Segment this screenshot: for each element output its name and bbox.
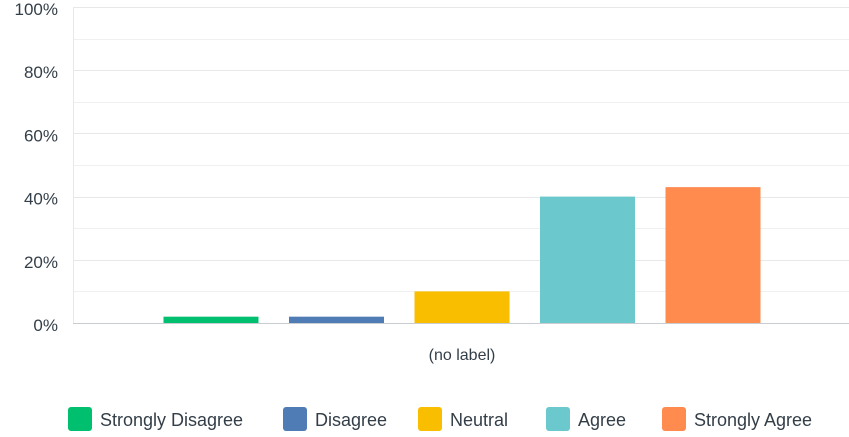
y-tick-label: 20% [24, 253, 58, 272]
legend-label: Strongly Disagree [100, 410, 243, 430]
legend-item-strongly-disagree[interactable]: Strongly Disagree [68, 407, 243, 431]
y-tick-label: 100% [15, 0, 58, 19]
bar-neutral[interactable] [414, 291, 510, 323]
y-tick-label: 80% [24, 63, 58, 82]
legend-swatch [418, 407, 442, 431]
x-axis-ticks: (no label) [429, 347, 496, 364]
legend-item-agree[interactable]: Agree [546, 407, 626, 431]
legend-label: Strongly Agree [694, 410, 812, 430]
legend-swatch [662, 407, 686, 431]
legend-swatch [68, 407, 92, 431]
y-tick-label: 40% [24, 190, 58, 209]
legend-label: Neutral [450, 410, 508, 430]
bar-agree[interactable] [540, 196, 635, 323]
bar-strongly-agree[interactable] [665, 187, 761, 323]
legend-swatch [283, 407, 307, 431]
legend-swatch [546, 407, 570, 431]
legend-item-strongly-agree[interactable]: Strongly Agree [662, 407, 812, 431]
y-tick-label: 60% [24, 126, 58, 145]
bar-disagree[interactable] [289, 316, 384, 323]
bars [163, 187, 761, 323]
legend-label: Agree [578, 410, 626, 430]
legend-label: Disagree [315, 410, 387, 430]
grid-lines [73, 7, 849, 324]
legend-item-disagree[interactable]: Disagree [283, 407, 387, 431]
legend: Strongly Disagree Disagree Neutral Agree Str… [68, 407, 812, 431]
legend-item-neutral[interactable]: Neutral [418, 407, 508, 431]
y-tick-label: 0% [33, 316, 58, 335]
bar-strongly-disagree[interactable] [163, 316, 259, 323]
y-axis-ticks: 0% 20% 40% 60% 80% 100% [15, 0, 58, 335]
x-tick-label: (no label) [429, 347, 496, 364]
